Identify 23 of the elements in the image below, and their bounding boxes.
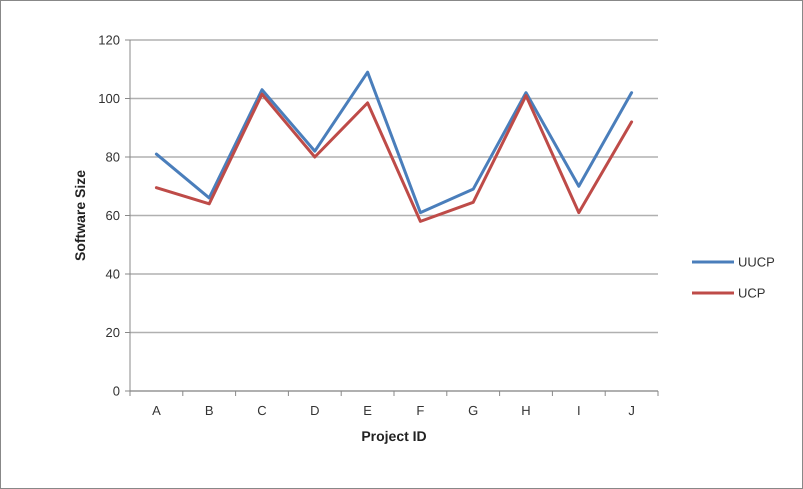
- y-tick-label: 100: [98, 91, 120, 106]
- y-axis-title: Software Size: [72, 170, 88, 262]
- x-tick-label: C: [257, 403, 267, 418]
- x-tick-label: B: [204, 403, 214, 418]
- line-series: [154, 70, 634, 214]
- x-tick-label: H: [521, 403, 531, 418]
- x-tick-label: F: [416, 403, 424, 418]
- x-tick-label: J: [628, 403, 635, 418]
- y-tick-label: 0: [112, 384, 120, 399]
- line-series: [154, 92, 634, 223]
- x-tick-label: D: [310, 403, 320, 418]
- y-tick-label: 40: [106, 266, 120, 282]
- x-axis-title: Project ID: [361, 428, 427, 444]
- y-tick-label: 120: [98, 32, 120, 48]
- legend-label: UUCP: [738, 254, 775, 270]
- y-tick-label: 60: [106, 208, 120, 224]
- x-tick-label: G: [468, 403, 478, 418]
- y-tick-label: 80: [106, 150, 120, 165]
- x-tick-label: A: [152, 403, 162, 418]
- legend-label: UCP: [738, 286, 766, 301]
- y-tick-label: 20: [106, 325, 120, 340]
- x-tick-label: E: [363, 403, 372, 418]
- x-tick-label: I: [576, 403, 581, 418]
